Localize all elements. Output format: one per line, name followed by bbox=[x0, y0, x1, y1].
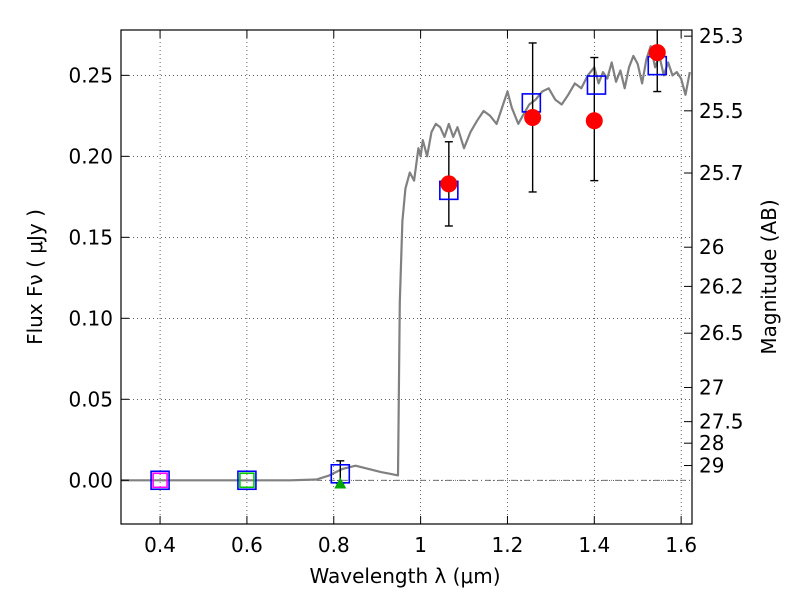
x-tick-label: 0.4 bbox=[144, 533, 176, 557]
y2-tick-label: 28 bbox=[699, 431, 724, 455]
x-tick-label: 1.4 bbox=[578, 533, 610, 557]
model-square-marker bbox=[150, 470, 170, 491]
y-tick-label: 0.20 bbox=[68, 144, 113, 168]
y2-tick-label: 25.5 bbox=[699, 99, 744, 123]
y-axis-label: Flux Fν ( μJy ) bbox=[23, 209, 47, 345]
plot-frame bbox=[120, 29, 693, 525]
y2-tick-label: 27 bbox=[699, 375, 724, 399]
y-tick-label: 0.10 bbox=[68, 306, 113, 330]
y2-tick-label: 26.5 bbox=[699, 321, 744, 345]
y-tick-label: 0.00 bbox=[68, 468, 113, 492]
observed-point bbox=[524, 108, 542, 126]
axes: 0.4 0.6 0.8 1 1.2 1.4 1.6 0.00 0.05 0.10 0.15 0.20 0… bbox=[68, 24, 743, 557]
plot-clip-group bbox=[121, 30, 691, 491]
y-tick-label: 0.15 bbox=[68, 225, 113, 249]
x-tick-label: 1.6 bbox=[665, 533, 697, 557]
y-tick-label: 0.25 bbox=[68, 63, 113, 87]
observed-point bbox=[440, 175, 458, 193]
observed-point bbox=[585, 112, 603, 130]
x-axis-label: Wavelength λ (μm) bbox=[309, 564, 500, 588]
model-square-marker bbox=[152, 472, 168, 489]
model-square-marker bbox=[237, 470, 257, 491]
plot-area bbox=[121, 30, 692, 491]
model-square-marker bbox=[586, 75, 607, 95]
limit-triangle-marker bbox=[334, 477, 347, 489]
observed-point bbox=[648, 44, 666, 62]
y2-tick-label: 29 bbox=[699, 454, 724, 478]
y2-tick-label: 27.5 bbox=[699, 410, 744, 434]
y2-tick-label: 25.3 bbox=[699, 24, 744, 48]
y2-tick-label: 26 bbox=[699, 235, 724, 259]
model-square-marker bbox=[239, 472, 255, 489]
spectrum-line bbox=[121, 45, 691, 482]
x-tick-label: 1.2 bbox=[492, 533, 524, 557]
y2-tick-label: 26.2 bbox=[699, 274, 744, 298]
x-tick-label: 0.6 bbox=[231, 533, 263, 557]
y2-tick-label: 25.7 bbox=[699, 161, 744, 185]
x-tick-label: 1 bbox=[414, 533, 427, 557]
x-tick-label: 0.8 bbox=[318, 533, 350, 557]
y2-axis-label: Magnitude (AB) bbox=[757, 199, 781, 354]
y-tick-label: 0.05 bbox=[68, 387, 113, 411]
